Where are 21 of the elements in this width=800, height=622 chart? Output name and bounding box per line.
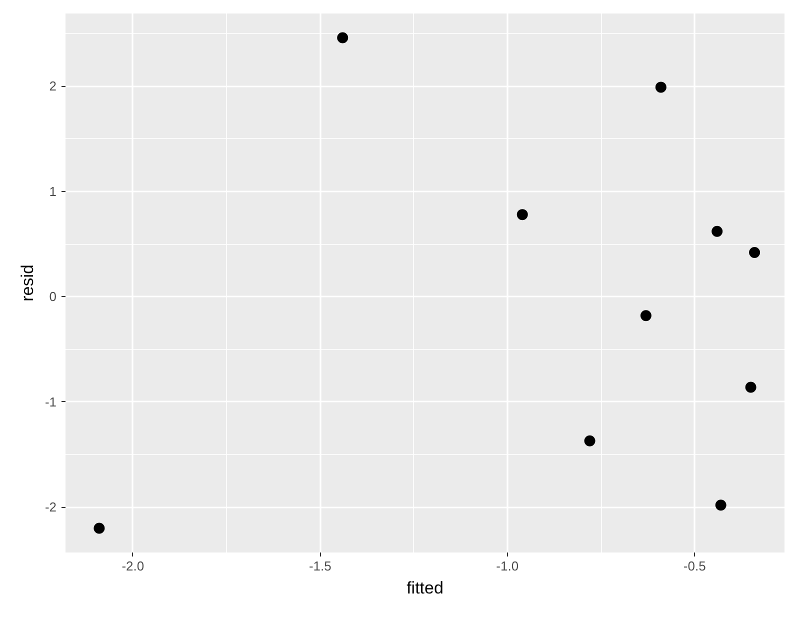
x-tick-label: -1.5 bbox=[308, 558, 332, 574]
point bbox=[584, 435, 596, 446]
y-tick-label: 0 bbox=[49, 289, 57, 304]
y-tick-label: 1 bbox=[49, 184, 57, 199]
point bbox=[640, 310, 652, 322]
y-axis-title: resid bbox=[18, 264, 37, 302]
x-axis-title: fitted bbox=[406, 578, 444, 598]
point bbox=[655, 82, 666, 93]
x-tick-label: -2.0 bbox=[122, 558, 144, 574]
x-tick-label: -1.0 bbox=[496, 558, 519, 574]
point bbox=[745, 382, 756, 393]
x-tick-label: -0.5 bbox=[683, 558, 706, 574]
y-tick-label: -2 bbox=[44, 500, 57, 515]
point bbox=[749, 246, 760, 258]
point bbox=[516, 209, 528, 220]
point bbox=[94, 522, 105, 534]
y-tick-label: -1 bbox=[44, 394, 57, 410]
y-tick-label: 2 bbox=[49, 78, 57, 94]
point bbox=[337, 32, 348, 44]
point bbox=[715, 500, 726, 511]
point bbox=[712, 226, 723, 237]
